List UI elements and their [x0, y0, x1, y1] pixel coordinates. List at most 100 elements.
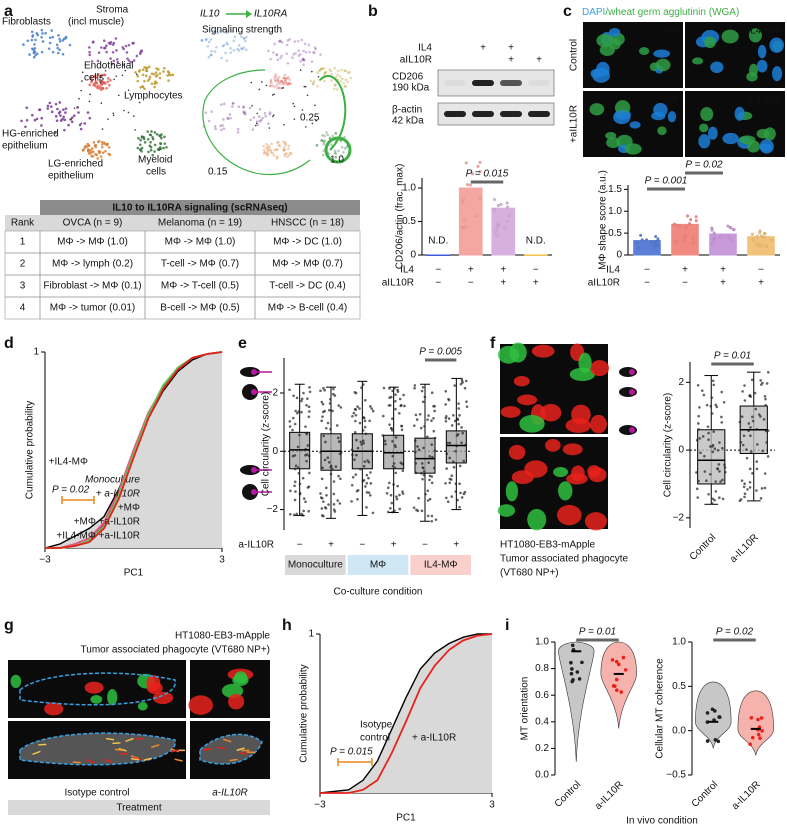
cell [228, 693, 245, 710]
umap-point [166, 74, 169, 77]
data-dot [614, 659, 619, 664]
cell-icon-pin-head [251, 467, 257, 473]
data-dot [750, 735, 755, 740]
data-dot [619, 690, 624, 694]
p-value: P = 0.02 [52, 485, 90, 496]
umap-point [331, 134, 335, 138]
umap-point [236, 130, 240, 134]
umap-point [275, 147, 278, 151]
data-dot [505, 205, 510, 209]
umap-point [90, 80, 93, 84]
signal-curve [202, 69, 311, 176]
bar [709, 233, 737, 256]
sig-label: P = 0.015 [466, 169, 509, 180]
umap-point [64, 107, 68, 110]
condition-sign: + [720, 265, 726, 276]
umap-point [59, 119, 63, 122]
umap-point [336, 69, 340, 73]
umap-point [312, 50, 315, 54]
table-cell-text: MΦ -> T-cell (0.5) [161, 281, 239, 292]
data-dot [307, 485, 311, 488]
data-dot [396, 484, 399, 488]
data-dot [685, 214, 690, 218]
data-dot [413, 386, 416, 390]
data-dot [644, 238, 649, 242]
data-dot [430, 419, 433, 422]
umap-point [105, 86, 108, 90]
data-dot [756, 717, 760, 722]
umap-point [49, 105, 53, 108]
umap-point [273, 78, 277, 82]
umap-point [85, 145, 88, 149]
data-dot [428, 497, 432, 501]
data-dot [731, 227, 735, 232]
panel-letter: h [282, 617, 292, 634]
umap-point [54, 115, 58, 118]
blot-band [472, 80, 494, 86]
umap-point [333, 67, 336, 70]
data-dot [294, 490, 297, 493]
data-dot [505, 219, 509, 224]
data-dot [414, 462, 418, 465]
y-tick-label: −0.5 [666, 770, 686, 781]
data-dot [697, 422, 700, 425]
data-dot [755, 467, 759, 471]
x-tick-label: −3 [39, 555, 51, 566]
data-dot [460, 377, 464, 381]
cell [505, 481, 519, 502]
x-tick-label: −3 [314, 800, 326, 811]
umap-point [115, 75, 118, 77]
data-dot [465, 405, 469, 408]
violin [600, 641, 637, 729]
cell [692, 57, 704, 65]
data-dot [741, 443, 745, 447]
umap-point [343, 135, 347, 139]
umap-point [90, 147, 94, 150]
data-dot [677, 224, 681, 228]
umap-point [81, 71, 84, 74]
data-dot [496, 203, 500, 208]
umap-point [321, 153, 325, 157]
umap-point [329, 69, 333, 73]
umap-point [100, 102, 103, 104]
data-dot [355, 438, 358, 442]
cell [500, 406, 521, 418]
data-dot [695, 487, 699, 491]
umap-point [345, 145, 348, 149]
condition-sign: − [644, 278, 650, 289]
data-dot [425, 435, 429, 439]
umap-point [303, 42, 307, 46]
umap-point [107, 77, 110, 80]
umap-point [140, 149, 143, 153]
umap-point [302, 57, 305, 61]
umap-point [286, 75, 290, 79]
data-dot [359, 467, 362, 471]
data-dot [413, 451, 417, 454]
data-dot [361, 439, 365, 443]
umap-point [112, 114, 115, 117]
data-dot [423, 395, 427, 399]
cell [592, 67, 610, 83]
data-dot [760, 487, 764, 490]
data-dot [711, 379, 715, 383]
umap-point [81, 80, 83, 82]
umap-point [145, 74, 148, 78]
y-axis-label: CD206/actin (frac. max) [395, 164, 406, 270]
data-dot [413, 439, 417, 443]
umap-point [268, 127, 271, 129]
data-dot [707, 438, 710, 441]
data-dot [748, 742, 752, 747]
data-dot [319, 492, 322, 495]
umap-point [271, 94, 274, 96]
data-dot [363, 425, 367, 429]
umap-point [158, 146, 162, 149]
table-cell-text: 2 [20, 259, 26, 270]
umap-point [282, 87, 284, 89]
data-dot [294, 464, 298, 468]
umap-point [251, 104, 253, 107]
umap-point [299, 53, 302, 56]
umap-point [274, 75, 277, 78]
data-dot [721, 478, 724, 482]
cell [188, 695, 213, 715]
